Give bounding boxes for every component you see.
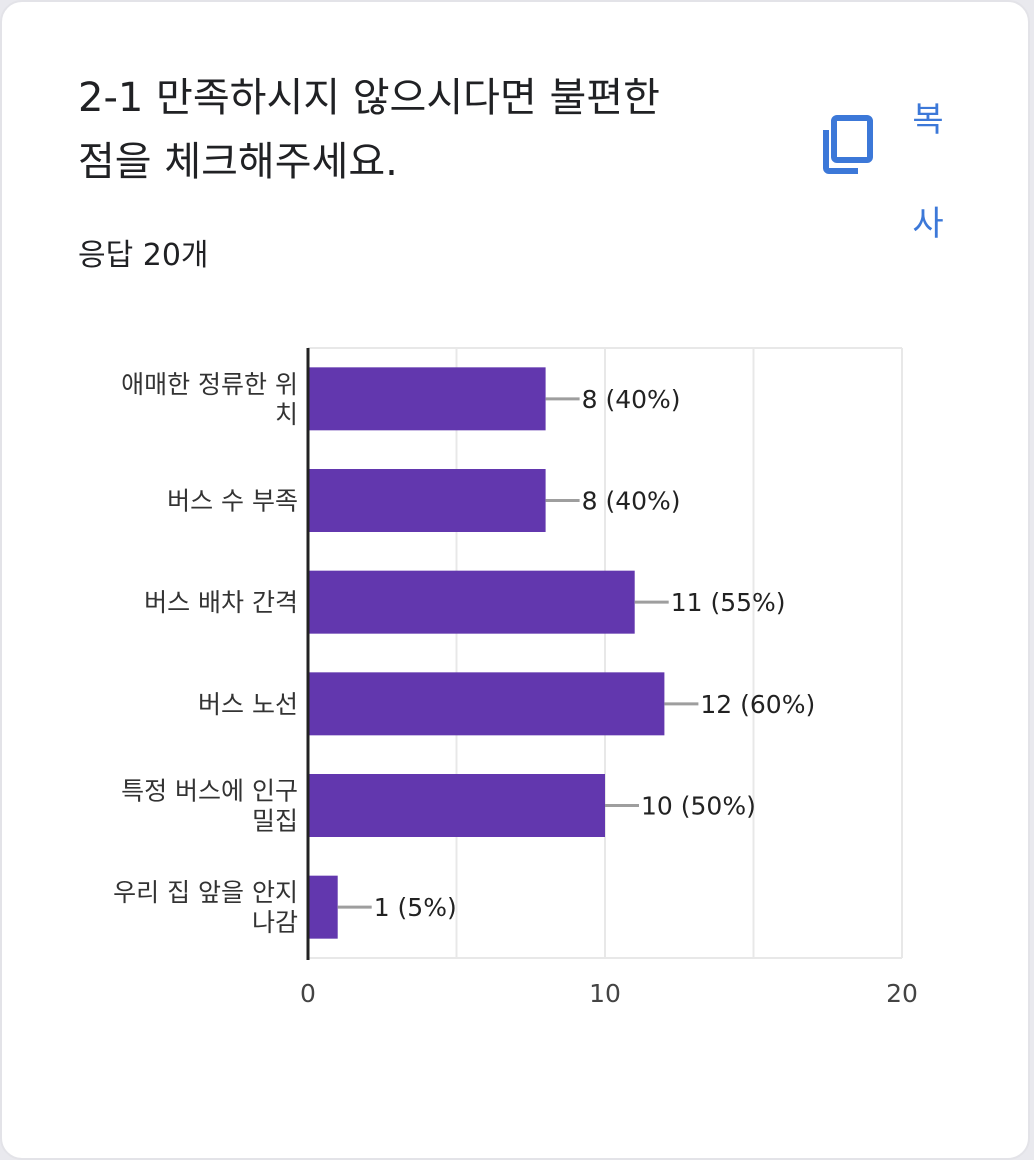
data-label: 12 (60%)	[700, 690, 815, 719]
data-label: 8 (40%)	[582, 385, 681, 414]
question-title-line: 2-1 만족하시지 않으시다면 불편한	[78, 75, 660, 121]
bar	[308, 469, 546, 532]
bar	[308, 367, 546, 431]
category-label: 버스 수 부족	[167, 487, 298, 516]
copy-button[interactable]: 복 사	[908, 68, 948, 276]
category-label: 우리 집 앞을 안지	[113, 878, 298, 907]
copy-label-char: 사	[912, 204, 944, 244]
bar	[308, 875, 338, 939]
question-title-line: 점을 체크해주세요.	[78, 139, 398, 185]
category-label: 나감	[252, 908, 298, 937]
response-count: 응답 20개	[78, 238, 209, 273]
category-label: 버스 배차 간격	[144, 588, 298, 617]
bar	[308, 672, 665, 736]
data-label: 11 (55%)	[671, 588, 786, 617]
bar	[308, 570, 635, 634]
category-label: 치	[275, 400, 298, 429]
category-label: 애매한 정류한 위	[121, 370, 298, 399]
x-tick-label: 20	[886, 979, 918, 1008]
data-label: 10 (50%)	[641, 792, 756, 821]
bar-chart: 8 (40%) 애매한 정류한 위치 8 (40%) 버스 수 부족 11 (55%) 버…	[113, 347, 918, 1008]
copy-label-char: 복	[912, 100, 944, 140]
category-label: 특정 버스에 인구	[121, 777, 298, 806]
data-label: 1 (5%)	[374, 893, 457, 922]
question-title: 2-1 만족하시지 않으시다면 불편한 점을 체크해주세요.	[78, 66, 778, 194]
bar	[308, 774, 605, 837]
category-label: 버스 노선	[198, 690, 298, 719]
category-label: 밀집	[252, 807, 298, 836]
data-label: 8 (40%)	[582, 487, 681, 516]
x-tick-label: 10	[589, 979, 621, 1008]
copy-icon[interactable]	[820, 114, 876, 176]
x-tick-label: 0	[300, 979, 316, 1008]
